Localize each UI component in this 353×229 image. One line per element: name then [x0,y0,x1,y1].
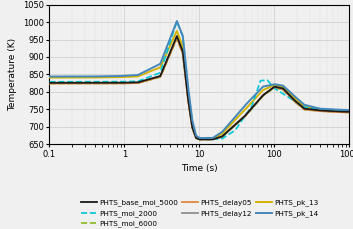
PHTS_delay05 [342,111,346,114]
Line: PHTS_pk_13: PHTS_pk_13 [49,31,349,139]
Line: PHTS_moi_2000: PHTS_moi_2000 [49,21,349,139]
PHTS_delay05 [162,65,167,68]
PHTS_base_moi_5000 [347,110,352,113]
PHTS_delay12 [197,138,202,141]
PHTS_base_moi_5000 [47,82,52,84]
PHTS_moi_6000 [197,138,202,141]
PHTS_delay12 [347,111,352,114]
PHTS_moi_6000 [175,39,180,42]
PHTS_pk_13 [47,76,52,79]
PHTS_moi_2000 [99,80,103,83]
PHTS_moi_2000 [82,80,86,83]
PHTS_pk_13 [197,137,202,140]
PHTS_base_moi_5000 [175,35,179,37]
PHTS_moi_2000 [347,109,352,112]
PHTS_pk_13 [99,76,103,79]
PHTS_delay12 [175,35,179,38]
PHTS_moi_2000 [203,138,208,141]
PHTS_pk_14 [309,105,313,108]
PHTS_delay05 [99,82,103,85]
PHTS_moi_2000 [47,80,52,83]
PHTS_base_moi_5000 [175,37,180,39]
PHTS_moi_6000 [175,38,179,40]
Line: PHTS_delay12: PHTS_delay12 [49,37,349,139]
PHTS_base_moi_5000 [342,110,346,113]
PHTS_moi_6000 [342,111,346,114]
X-axis label: Time (s): Time (s) [181,164,218,173]
PHTS_moi_6000 [309,109,313,112]
PHTS_pk_13 [82,76,86,79]
PHTS_pk_13 [162,57,167,60]
PHTS_delay12 [175,37,180,40]
PHTS_delay05 [82,82,86,85]
PHTS_base_moi_5000 [82,82,86,84]
PHTS_moi_6000 [82,82,86,85]
PHTS_base_moi_5000 [309,108,313,111]
PHTS_base_moi_5000 [162,65,167,67]
PHTS_pk_14 [197,137,202,139]
PHTS_pk_14 [342,109,346,111]
PHTS_pk_14 [162,52,167,54]
PHTS_moi_6000 [162,66,167,69]
Line: PHTS_moi_6000: PHTS_moi_6000 [49,39,349,140]
PHTS_pk_14 [82,75,86,78]
PHTS_delay12 [82,82,86,85]
PHTS_moi_6000 [47,82,52,85]
PHTS_pk_13 [175,30,179,32]
PHTS_delay05 [309,109,313,112]
PHTS_moi_2000 [342,109,346,112]
Line: PHTS_pk_14: PHTS_pk_14 [49,21,349,138]
PHTS_delay05 [197,138,202,141]
PHTS_delay05 [175,38,180,41]
PHTS_delay12 [162,65,167,68]
PHTS_delay05 [175,36,179,39]
Line: PHTS_base_moi_5000: PHTS_base_moi_5000 [49,36,349,139]
PHTS_delay05 [347,111,352,114]
PHTS_delay12 [47,82,52,85]
PHTS_delay12 [309,109,313,111]
PHTS_moi_6000 [347,111,352,114]
PHTS_base_moi_5000 [197,138,202,141]
PHTS_pk_14 [347,109,352,112]
PHTS_pk_14 [99,75,103,78]
PHTS_moi_2000 [309,107,313,110]
PHTS_delay12 [342,111,346,113]
PHTS_pk_14 [175,22,180,24]
PHTS_moi_2000 [175,22,180,25]
PHTS_moi_2000 [162,58,167,61]
PHTS_base_moi_5000 [99,82,103,84]
PHTS_pk_13 [342,109,346,112]
Line: PHTS_delay05: PHTS_delay05 [49,38,349,139]
PHTS_moi_6000 [99,82,103,85]
Y-axis label: Temperature (K): Temperature (K) [8,38,17,111]
Legend: PHTS_base_moi_5000, PHTS_moi_2000, PHTS_moi_6000, PHTS_delay05, PHTS_delay12, PH: PHTS_base_moi_5000, PHTS_moi_2000, PHTS_… [78,197,321,229]
PHTS_pk_14 [175,20,179,22]
PHTS_pk_13 [309,107,313,109]
PHTS_pk_13 [347,109,352,112]
PHTS_moi_2000 [175,20,179,23]
PHTS_pk_13 [175,31,180,34]
PHTS_pk_14 [47,75,52,78]
PHTS_delay12 [99,82,103,85]
PHTS_delay05 [47,82,52,85]
